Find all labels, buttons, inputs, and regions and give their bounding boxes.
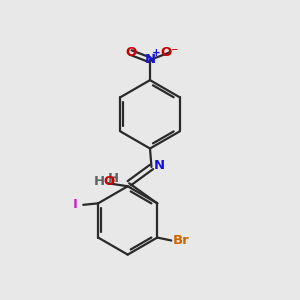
Text: H: H <box>107 172 118 185</box>
Text: N: N <box>153 159 164 172</box>
Text: O⁻: O⁻ <box>160 46 178 59</box>
Text: Br: Br <box>173 234 190 247</box>
Text: O: O <box>125 46 136 59</box>
Text: +: + <box>152 48 161 59</box>
Text: H: H <box>94 175 105 188</box>
Text: O: O <box>104 175 115 188</box>
Text: I: I <box>73 198 77 211</box>
Text: N: N <box>144 53 156 66</box>
